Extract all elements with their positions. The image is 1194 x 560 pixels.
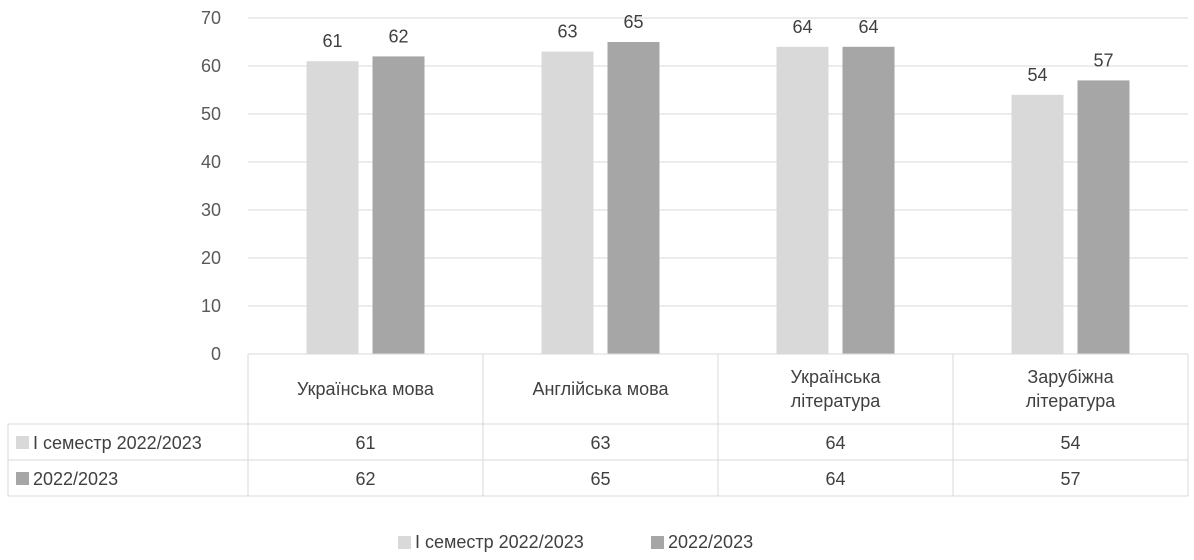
table-cell-value: 61 (355, 433, 375, 453)
category-label: література (1026, 391, 1116, 411)
data-label: 61 (322, 31, 342, 51)
bar (306, 61, 359, 354)
bar (842, 46, 895, 355)
bar (607, 42, 660, 354)
legend-label: І семестр 2022/2023 (415, 532, 584, 552)
legend-label: 2022/2023 (668, 532, 753, 552)
y-tick-label: 30 (201, 200, 221, 220)
table-cell-value: 57 (1060, 469, 1080, 489)
data-label: 63 (557, 22, 577, 42)
data-label: 62 (388, 26, 408, 46)
bar (372, 56, 425, 355)
category-label: Англійська мова (532, 379, 669, 399)
data-label: 65 (623, 12, 643, 32)
table-cell-value: 64 (825, 469, 845, 489)
legend-swatch (651, 536, 664, 549)
y-tick-label: 20 (201, 248, 221, 268)
bar (541, 51, 594, 354)
y-tick-label: 0 (211, 344, 221, 364)
table-cell-value: 64 (825, 433, 845, 453)
table-cell-value: 63 (590, 433, 610, 453)
data-label: 57 (1093, 50, 1113, 70)
table-series-label: 2022/2023 (33, 469, 118, 489)
y-tick-label: 50 (201, 104, 221, 124)
y-tick-label: 70 (201, 8, 221, 28)
y-tick-label: 40 (201, 152, 221, 172)
table-series-label: І семестр 2022/2023 (33, 433, 202, 453)
table-legend-key (16, 472, 29, 485)
data-label: 64 (858, 17, 878, 37)
y-tick-label: 60 (201, 56, 221, 76)
bar (1011, 94, 1064, 355)
legend-swatch (398, 536, 411, 549)
table-cell-value: 65 (590, 469, 610, 489)
category-label: Українська мова (297, 379, 435, 399)
data-label: 64 (792, 17, 812, 37)
table-cell-value: 62 (355, 469, 375, 489)
data-label: 54 (1027, 65, 1047, 85)
table-cell-value: 54 (1060, 433, 1080, 453)
table-legend-key (16, 436, 29, 449)
bar (776, 46, 829, 355)
category-label: Зарубіжна (1027, 367, 1114, 387)
bar (1077, 80, 1130, 355)
category-label: Українська (790, 367, 881, 387)
category-label: література (791, 391, 881, 411)
y-tick-label: 10 (201, 296, 221, 316)
